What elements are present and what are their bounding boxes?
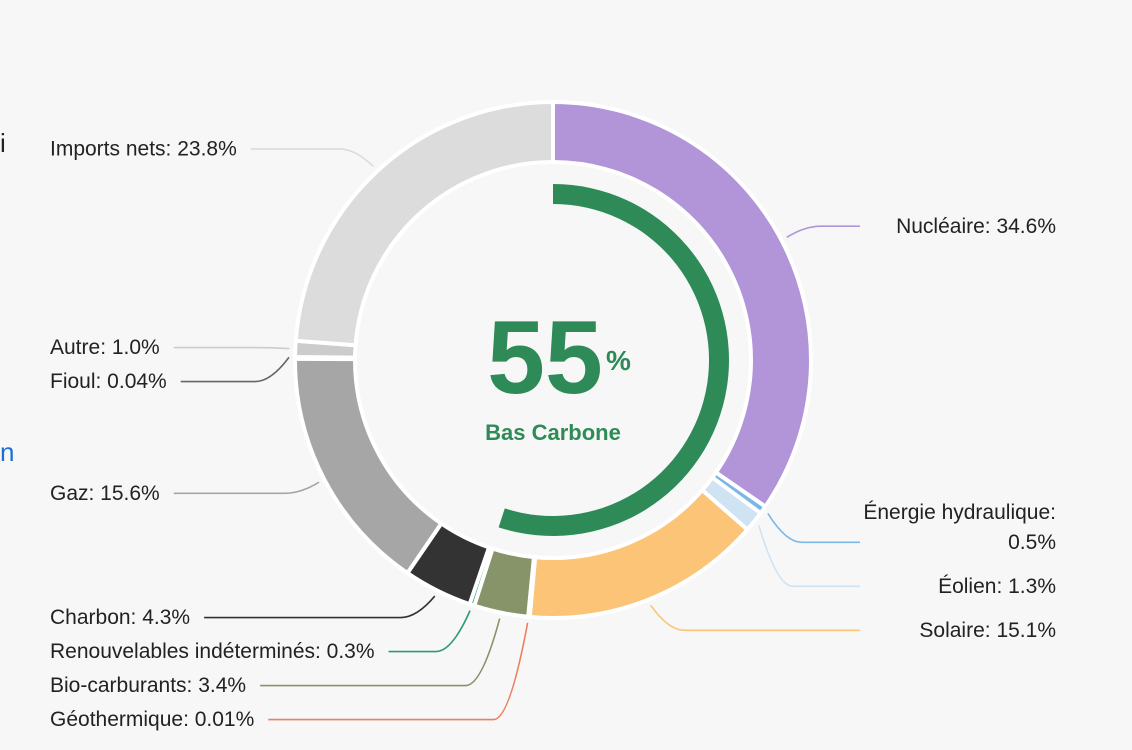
label-gaz: Gaz: 15.6% (50, 481, 320, 505)
leader-line-charbon (204, 595, 436, 619)
slice-label-fioul: Fioul: 0.04% (50, 370, 167, 393)
leader-line-fioul (180, 356, 290, 383)
slice-label-gaz: Gaz: 15.6% (50, 482, 160, 505)
leader-line-renouvelables-indetermines (388, 610, 471, 653)
leader-line-nucleaire (786, 225, 860, 239)
center-percentage-unit: % (606, 345, 631, 376)
slice-gaz[interactable] (293, 355, 444, 576)
clipped-edge-link[interactable]: n (0, 437, 15, 467)
slice-label-energie-hydraulique-line1: Énergie hydraulique: (863, 501, 1056, 524)
slice-label-solaire: Solaire: 15.1% (919, 619, 1056, 642)
center-caption: Bas Carbone (485, 420, 621, 445)
label-renouvelables-indetermines: Renouvelables indéterminés: 0.3% (50, 610, 471, 663)
label-nucleaire: Nucléaire: 34.6% (786, 215, 1056, 239)
slice-label-charbon: Charbon: 4.3% (50, 606, 190, 629)
leader-line-geothermique (268, 622, 529, 721)
label-eolien: Éolien: 1.3% (758, 525, 1056, 598)
slice-label-nucleaire: Nucléaire: 34.6% (896, 215, 1056, 238)
clipped-edge-text: i (0, 128, 6, 158)
label-bio-carburants: Bio-carburants: 3.4% (50, 618, 501, 697)
leader-line-bio-carburants (260, 618, 501, 687)
center-percentage-value: 55 (487, 300, 603, 416)
label-autre: Autre: 1.0% (50, 336, 290, 359)
leader-line-energie-hydraulique (767, 512, 860, 544)
slice-label-renouvelables-indetermines: Renouvelables indéterminés: 0.3% (50, 640, 375, 663)
leader-line-gaz (173, 481, 320, 495)
leader-line-eolien (758, 525, 860, 588)
label-energie-hydraulique: Énergie hydraulique: 0.5% (767, 501, 1056, 554)
leader-line-autre (173, 346, 290, 350)
slice-nucleaire[interactable] (551, 100, 813, 509)
leader-line-solaire (649, 604, 860, 632)
label-solaire: Solaire: 15.1% (649, 604, 1056, 642)
label-geothermique: Géothermique: 0.01% (50, 622, 529, 731)
label-imports-nets: Imports nets: 23.8% (50, 137, 374, 168)
slice-label-bio-carburants: Bio-carburants: 3.4% (50, 674, 246, 697)
slice-label-geothermique: Géothermique: 0.01% (50, 708, 254, 731)
slice-label-autre: Autre: 1.0% (50, 336, 160, 359)
label-fioul: Fioul: 0.04% (50, 356, 290, 393)
label-charbon: Charbon: 4.3% (50, 595, 436, 629)
slice-label-eolien: Éolien: 1.3% (938, 575, 1056, 598)
slice-label-energie-hydraulique-line2: 0.5% (1008, 531, 1056, 554)
slice-label-imports-nets: Imports nets: 23.8% (50, 137, 237, 160)
leader-line-imports-nets (250, 148, 374, 168)
slice-imports-nets[interactable] (293, 100, 555, 348)
